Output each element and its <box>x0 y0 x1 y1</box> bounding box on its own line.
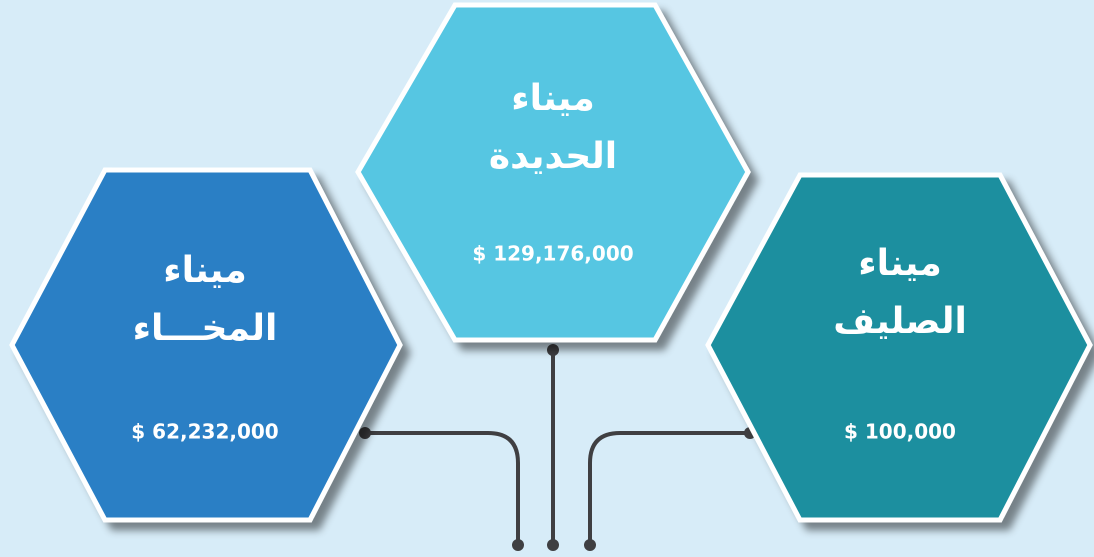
node-title: ميناء <box>858 243 942 284</box>
port-hodeidah: ميناء الحديدة $ 129,176,000 <box>355 2 751 343</box>
connector-right <box>588 431 750 545</box>
port-salif: ميناء الصليف $ 100,000 <box>705 172 1093 523</box>
node-value: $ 100,000 <box>844 420 956 444</box>
node-title: ميناء <box>163 250 247 291</box>
dot <box>512 539 524 551</box>
connectors <box>359 344 756 551</box>
node-subtitle: المخـــاء <box>133 308 278 349</box>
hexagon <box>355 2 751 343</box>
node-value: $ 129,176,000 <box>472 242 633 266</box>
port-mokha: ميناء المخـــاء $ 62,232,000 <box>9 167 403 523</box>
dot <box>359 427 371 439</box>
connector-left <box>365 431 520 545</box>
dot <box>547 539 559 551</box>
hexagon <box>705 172 1093 523</box>
dot <box>584 539 596 551</box>
node-title: ميناء <box>511 78 595 119</box>
node-subtitle: الصليف <box>833 301 967 342</box>
hexagon <box>9 167 403 523</box>
node-subtitle: الحديدة <box>489 136 617 177</box>
dot <box>547 344 559 356</box>
node-value: $ 62,232,000 <box>131 420 278 444</box>
